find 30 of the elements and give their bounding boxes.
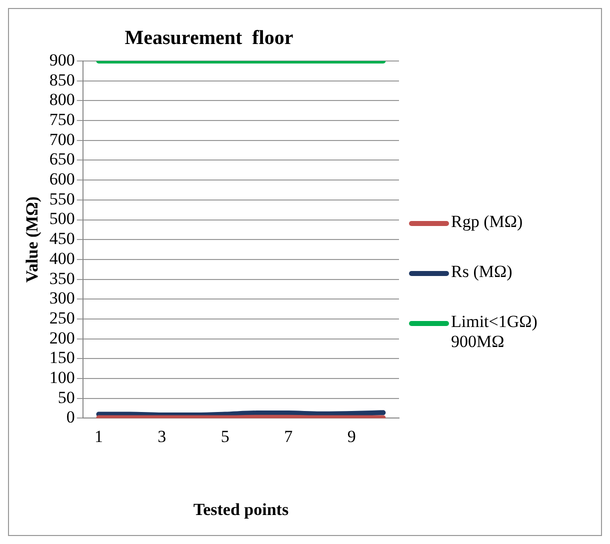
legend-label: Limit<1GΩ) 900MΩ xyxy=(450,312,538,352)
y-tick-label: 800 xyxy=(49,90,75,110)
chart-title: Measurement floor xyxy=(124,27,294,50)
y-tick-label: 700 xyxy=(49,130,75,149)
x-tick-label: 7 xyxy=(284,426,294,446)
y-tick-label: 300 xyxy=(49,288,75,308)
y-tick-label: 500 xyxy=(49,209,75,228)
y-tick-label: 650 xyxy=(49,150,75,169)
y-tick-label: 50 xyxy=(58,388,75,407)
y-tick-label: 900 xyxy=(49,50,75,70)
legend-label: Rgp (MΩ) xyxy=(450,212,524,232)
y-tick-label: 250 xyxy=(49,308,75,328)
x-tick-label: 1 xyxy=(94,426,103,446)
y-tick-label: 850 xyxy=(49,70,75,90)
x-tick-label: 3 xyxy=(158,426,166,446)
x-axis-title: Tested points xyxy=(193,500,289,520)
legend-label: Rs (MΩ) xyxy=(450,262,514,282)
x-tick-label: 5 xyxy=(220,426,230,446)
y-tick-label: 600 xyxy=(49,170,75,189)
y-tick-label: 150 xyxy=(49,348,75,368)
y-tick-label: 0 xyxy=(66,408,75,427)
x-tick-label: 9 xyxy=(347,426,356,446)
y-tick-label: 750 xyxy=(49,110,75,129)
y-tick-label: 400 xyxy=(49,248,75,268)
y-tick-label: 450 xyxy=(49,229,75,248)
y-tick-label: 100 xyxy=(49,368,75,387)
y-tick-label: 200 xyxy=(49,328,75,348)
y-tick-label: 550 xyxy=(49,189,75,208)
y-axis-title: Value (MΩ) xyxy=(22,196,42,283)
y-tick-label: 350 xyxy=(49,268,75,288)
